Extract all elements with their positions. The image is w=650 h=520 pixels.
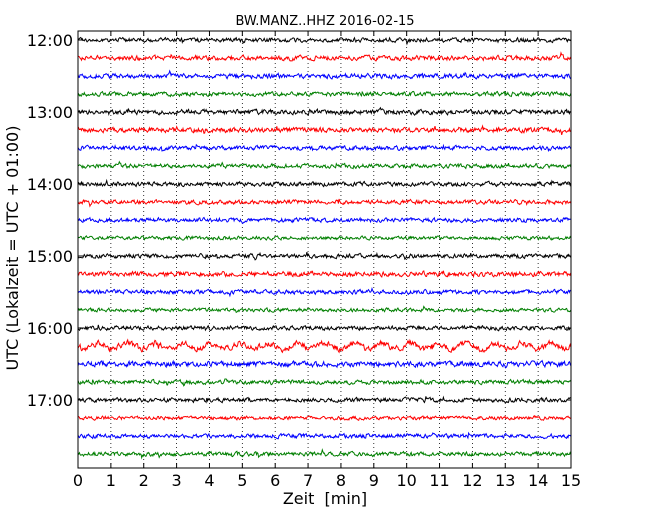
seismic-trace: [77, 378, 572, 387]
y-tick-labels: 12:00 13:00 14:00 15:00 16:00 17:00: [27, 31, 73, 410]
y-tick-label: 12:00: [27, 31, 73, 50]
y-tick-label: 14:00: [27, 175, 73, 194]
x-tick-label: 3: [172, 471, 182, 490]
y-tick-label: 17:00: [27, 391, 73, 410]
x-tick-label: 1: [106, 471, 116, 490]
seismic-trace: [77, 235, 572, 241]
x-axis-label: Zeit [min]: [283, 489, 367, 508]
seismic-trace: [77, 36, 571, 46]
seismic-trace: [77, 90, 572, 98]
x-tick-label: 9: [369, 471, 379, 490]
axis-ticks: [77, 31, 572, 468]
x-tick-label: 4: [204, 471, 214, 490]
x-tick-label: 14: [528, 471, 548, 490]
seismic-trace: [77, 324, 571, 332]
seismic-trace: [77, 305, 572, 314]
seismic-trace: [77, 198, 572, 208]
x-tick-label: 8: [336, 471, 346, 490]
traces-group: [77, 36, 572, 460]
x-tick-label: 0: [73, 471, 83, 490]
x-tick-labels: 0 1 2 3 4 5 6 7 8 9 10 11 12 13 14 15: [73, 471, 581, 490]
seismic-trace: [77, 415, 572, 421]
vertical-gridlines: [110, 31, 539, 468]
x-tick-label: 13: [495, 471, 515, 490]
x-tick-label: 11: [429, 471, 449, 490]
x-tick-label: 5: [237, 471, 247, 490]
seismic-trace: [77, 338, 572, 354]
seismic-trace: [77, 216, 571, 225]
seismic-trace: [77, 359, 572, 369]
seismic-trace: [77, 251, 572, 261]
seismic-trace: [77, 431, 572, 440]
y-axis-label: UTC (Lokalzeit = UTC + 01:00): [3, 126, 22, 371]
seismic-trace: [77, 160, 572, 170]
y-tick-label: 13:00: [27, 103, 73, 122]
x-tick-label: 10: [396, 471, 416, 490]
x-tick-label: 12: [462, 471, 482, 490]
y-tick-label: 16:00: [27, 319, 73, 338]
seismic-trace: [77, 448, 572, 460]
seismic-trace: [77, 395, 572, 404]
x-tick-label: 2: [139, 471, 149, 490]
seismic-trace: [77, 178, 572, 188]
seismic-trace: [77, 143, 572, 153]
x-tick-label: 7: [303, 471, 313, 490]
seismic-trace: [77, 287, 572, 298]
seismic-trace: [77, 51, 572, 62]
seismic-trace: [77, 69, 572, 80]
y-tick-label: 15:00: [27, 247, 73, 266]
chart-title: BW.MANZ..HHZ 2016-02-15: [235, 14, 414, 29]
seismic-trace: [77, 270, 572, 279]
plot-frame: [77, 30, 572, 469]
x-tick-label: 6: [270, 471, 280, 490]
x-tick-label: 15: [561, 471, 581, 490]
seismic-trace: [77, 106, 572, 117]
seismic-trace: [77, 124, 572, 135]
